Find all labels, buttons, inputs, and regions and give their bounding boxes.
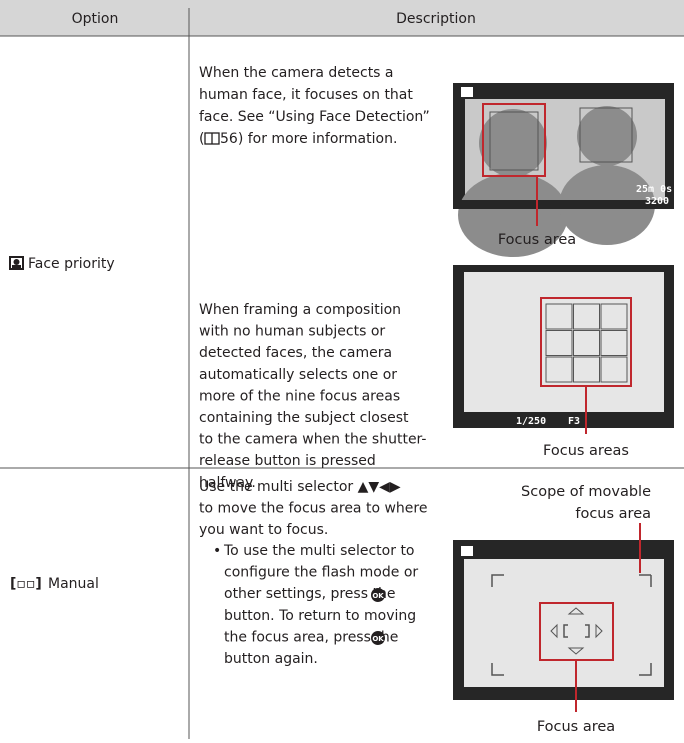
manual-icon: [▫▫] xyxy=(10,576,42,592)
text-line: 56) for more information. xyxy=(220,131,397,147)
text-line: human face, it focuses on that xyxy=(199,87,413,103)
screen-text: 1/250 xyxy=(516,416,546,427)
focus-cell xyxy=(573,330,600,356)
text-line: detected faces, the camera xyxy=(199,345,392,361)
text-line: more of the nine focus areas xyxy=(199,388,400,404)
focus-cell xyxy=(573,356,600,383)
text-line: Use the multi selector ▲▼◀▶ xyxy=(199,479,401,495)
text-line: you want to focus. xyxy=(199,522,328,538)
option-label: Face priority xyxy=(28,256,115,272)
focus-cell xyxy=(545,303,573,330)
caption: Focus area xyxy=(537,719,615,735)
text-line: the focus area, press the xyxy=(224,629,398,645)
screen-image xyxy=(453,540,674,700)
face-icon xyxy=(9,256,24,270)
book-icon xyxy=(204,132,220,145)
text-line: configure the flash mode or xyxy=(224,565,418,581)
text-line: button again. xyxy=(224,651,318,667)
focus-cell xyxy=(600,330,628,356)
screen-image: 1/250 F3 xyxy=(453,265,674,428)
text-line: with no human subjects or xyxy=(199,324,385,340)
paragraph: When framing a composition with no human … xyxy=(199,302,426,491)
paragraph: When the camera detects a human face, it … xyxy=(199,65,430,125)
screen-image: 25m 0s 3200 xyxy=(453,83,674,257)
svg-text:OK: OK xyxy=(372,635,384,643)
text-line: automatically selects one or xyxy=(199,367,397,383)
caption: Focus area xyxy=(498,232,576,248)
header-bg xyxy=(0,0,684,36)
text-line: containing the subject closest xyxy=(199,410,409,426)
image-label: Scope of movable xyxy=(521,484,651,500)
header-option: Option xyxy=(72,11,119,27)
screen-text: 25m 0s xyxy=(636,184,672,195)
paragraph: Use the multi selector ▲▼◀▶ to move the f… xyxy=(199,479,427,538)
text-line: to move the focus area to where xyxy=(199,501,427,517)
screen-text: 3200 xyxy=(645,196,669,207)
text-line: halfway. xyxy=(199,475,256,491)
text-line: face. See “Using Face Detection” xyxy=(199,109,430,125)
option-label: Manual xyxy=(48,576,99,592)
image-label: focus area xyxy=(575,506,651,522)
text-line: When the camera detects a xyxy=(199,65,394,81)
text-line: other settings, press the xyxy=(224,586,395,602)
text-line: ( xyxy=(199,131,204,147)
focus-cell xyxy=(600,356,628,383)
bullet: • xyxy=(213,543,221,559)
text-line: button. To return to moving xyxy=(224,608,416,624)
text-line: When framing a composition xyxy=(199,302,401,318)
focus-cell xyxy=(600,303,628,330)
paragraph: To use the multi selector to configure th… xyxy=(223,543,418,667)
header-description: Description xyxy=(396,11,476,27)
ok-icon: OK xyxy=(371,588,385,602)
focus-cell xyxy=(545,356,573,383)
ok-icon: OK xyxy=(371,631,385,645)
svg-text:OK: OK xyxy=(372,592,384,600)
text-line: To use the multi selector to xyxy=(223,543,415,559)
caption: Focus areas xyxy=(543,443,629,459)
text-line: release button is pressed xyxy=(199,453,376,469)
text-line: to the camera when the shutter- xyxy=(199,432,426,448)
focus-cell xyxy=(573,303,600,330)
screen-text: F3 xyxy=(568,416,580,427)
focus-cell xyxy=(545,330,573,356)
